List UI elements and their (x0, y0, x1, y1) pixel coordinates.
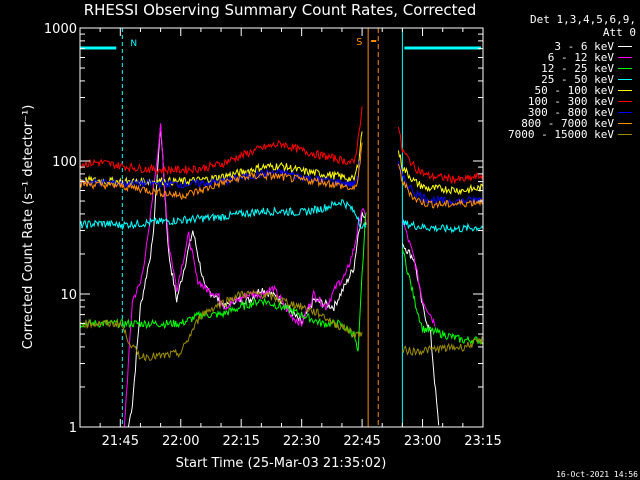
generated-timestamp: 16-Oct-2021 14:56 (556, 470, 638, 479)
legend-label: 12 - 25 keV (541, 62, 614, 75)
legend-entry: 12 - 25 keV (508, 63, 632, 74)
x-tick-label: 21:45 (102, 434, 139, 449)
x-tick-label: 22:45 (343, 434, 380, 449)
legend-entry: 800 - 7000 keV (508, 118, 632, 129)
series-line (127, 125, 367, 427)
attenuator-state: Att 0 (602, 26, 636, 39)
series-line (123, 123, 367, 427)
detector-info: Det 1,3,4,5,6,9, Att 0 (530, 13, 636, 39)
legend-label: 300 - 800 keV (527, 106, 614, 119)
series-line (80, 131, 363, 187)
x-axis-label: Start Time (25-Mar-03 21:35:02) (176, 456, 387, 471)
legend-label: 25 - 50 keV (541, 73, 614, 86)
x-tick-label: 22:15 (222, 434, 259, 449)
legend-swatch (618, 68, 632, 69)
y-tick-label: 1000 (44, 22, 77, 37)
legend-entry: 3 - 6 keV (508, 41, 632, 52)
y-tick-label: 1 (69, 421, 77, 436)
legend-swatch (618, 134, 632, 135)
legend-swatch (618, 79, 632, 80)
series-50to100keV (80, 131, 483, 196)
legend-entry: 50 - 100 keV (508, 85, 632, 96)
legend-label: 50 - 100 keV (534, 84, 614, 97)
series-12to25keV (80, 212, 483, 352)
legend-label: 7000 - 15000 keV (508, 128, 614, 141)
chart-title: RHESSI Observing Summary Count Rates, Co… (83, 1, 477, 19)
series-line (397, 150, 483, 196)
series-line (401, 219, 483, 234)
series-line (80, 142, 363, 201)
legend-entry: 300 - 800 keV (508, 107, 632, 118)
series-line (80, 289, 363, 362)
x-tick-label: 23:15 (464, 434, 501, 449)
x-tick-label: 22:30 (283, 434, 320, 449)
legend-label: 6 - 12 keV (547, 51, 614, 64)
series-line (80, 212, 367, 352)
x-tick-label: 22:00 (162, 434, 199, 449)
night-flag-label: N (130, 39, 137, 49)
series-line (80, 199, 367, 231)
legend-entry: 100 - 300 keV (508, 96, 632, 107)
series-line (401, 219, 436, 327)
y-tick-label: 10 (60, 288, 77, 303)
legend-label: 100 - 300 keV (527, 95, 614, 108)
detector-list: Det 1,3,4,5,6,9, (530, 13, 636, 26)
legend-swatch (618, 90, 632, 91)
series-100to300keV (80, 106, 483, 185)
series-line (401, 336, 483, 356)
legend-entry: 25 - 50 keV (508, 74, 632, 85)
legend-entry: 6 - 12 keV (508, 52, 632, 63)
series-7000to15000keV (80, 289, 483, 362)
saa-flag-label: S (356, 37, 362, 48)
series-line (397, 126, 483, 185)
x-tick-label: 23:00 (404, 434, 441, 449)
series-line (401, 248, 483, 345)
y-axis-label: Corrected Count Rate (s⁻¹ detector⁻¹) (21, 105, 36, 350)
plot-frame (79, 27, 484, 428)
legend-swatch (618, 46, 632, 47)
series-line (397, 163, 483, 209)
series-line (80, 106, 363, 176)
series-800to7000keV (80, 142, 483, 209)
series-25to50keV (80, 199, 483, 234)
legend-swatch (618, 123, 632, 124)
legend-entry: 7000 - 15000 keV (508, 129, 632, 140)
y-tick-label: 100 (52, 155, 77, 170)
legend-label: 800 - 7000 keV (521, 117, 614, 130)
legend-swatch (618, 112, 632, 113)
legend-swatch (618, 57, 632, 58)
legend-swatch (618, 101, 632, 102)
series-6to12keV (123, 123, 436, 427)
legend: 3 - 6 keV 6 - 12 keV 12 - 25 keV 25 - 50 ke… (508, 41, 632, 140)
legend-label: 3 - 6 keV (554, 40, 614, 53)
